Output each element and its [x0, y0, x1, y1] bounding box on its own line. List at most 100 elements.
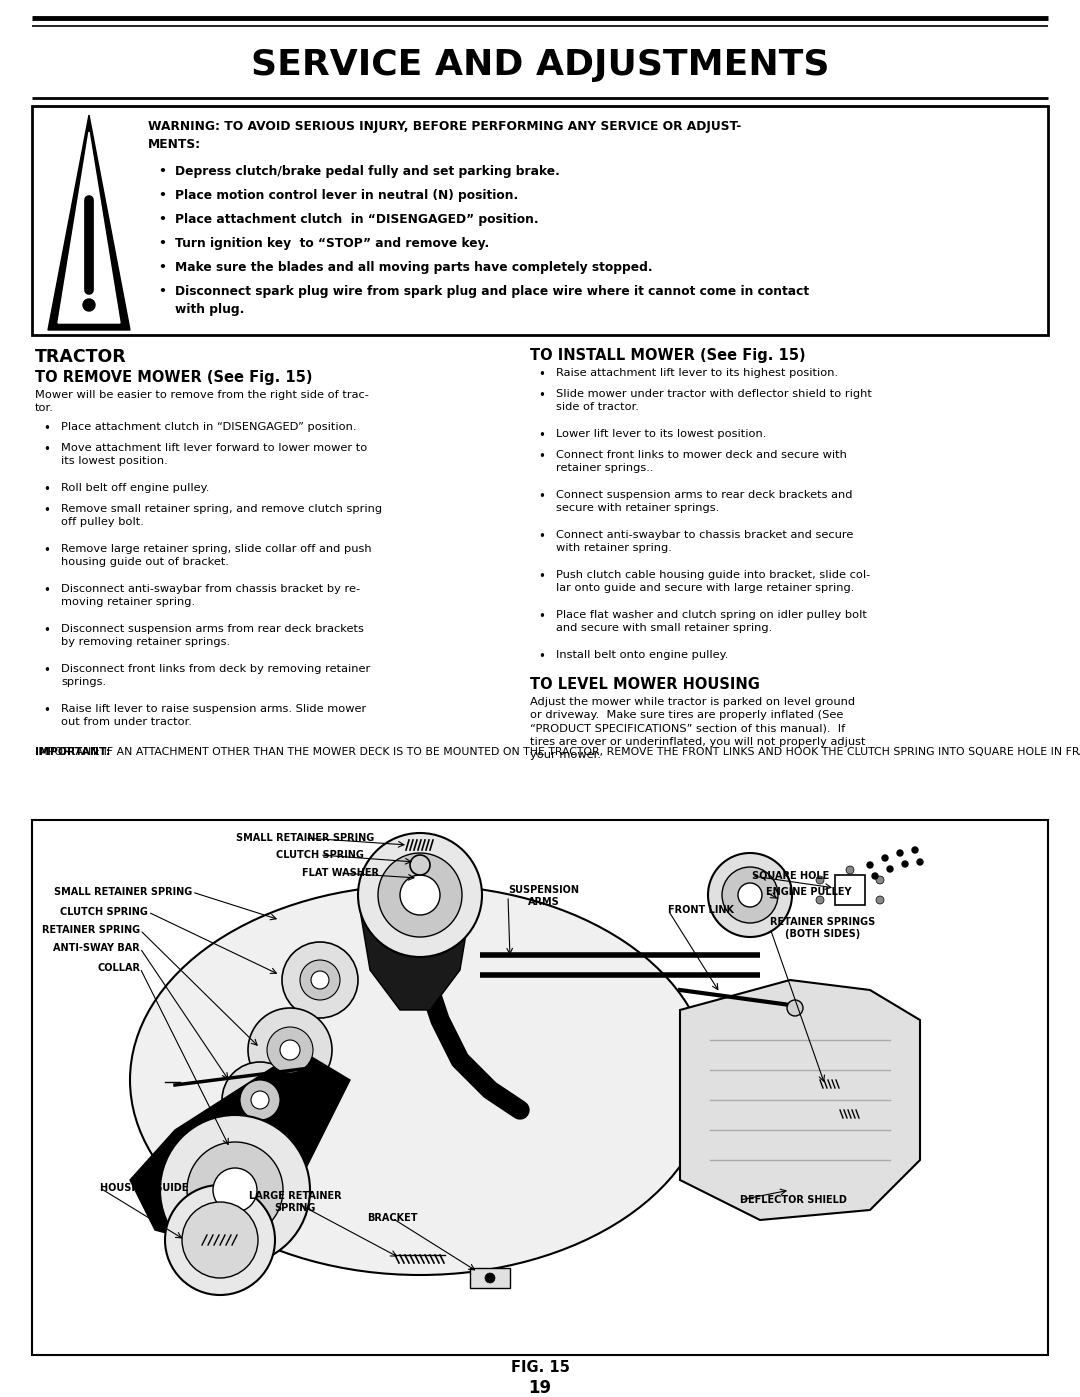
- Text: BRACKET: BRACKET: [367, 1213, 417, 1222]
- Circle shape: [240, 1080, 280, 1120]
- Text: FIG. 15: FIG. 15: [511, 1361, 569, 1376]
- Circle shape: [282, 942, 357, 1018]
- Circle shape: [723, 868, 778, 923]
- Text: •: •: [158, 237, 166, 250]
- Text: Make sure the blades and all moving parts have completely stopped.: Make sure the blades and all moving part…: [175, 261, 652, 274]
- Circle shape: [876, 876, 885, 884]
- Text: •: •: [538, 490, 545, 503]
- Text: Disconnect anti-swaybar from chassis bracket by re-
moving retainer spring.: Disconnect anti-swaybar from chassis bra…: [60, 584, 360, 606]
- FancyBboxPatch shape: [470, 1268, 510, 1288]
- Text: Turn ignition key  to “STOP” and remove key.: Turn ignition key to “STOP” and remove k…: [175, 237, 489, 250]
- Circle shape: [187, 1141, 283, 1238]
- Circle shape: [917, 859, 923, 865]
- Circle shape: [400, 875, 440, 915]
- Text: TO REMOVE MOWER (See Fig. 15): TO REMOVE MOWER (See Fig. 15): [35, 370, 312, 386]
- Text: Mower will be easier to remove from the right side of trac-
tor.: Mower will be easier to remove from the …: [35, 390, 369, 414]
- Circle shape: [867, 862, 873, 868]
- Text: ENGINE PULLEY: ENGINE PULLEY: [766, 887, 851, 897]
- Text: Remove large retainer spring, slide collar off and push
housing guide out of bra: Remove large retainer spring, slide coll…: [60, 543, 372, 567]
- Text: •: •: [538, 650, 545, 664]
- Text: •: •: [538, 388, 545, 402]
- Text: Depress clutch/brake pedal fully and set parking brake.: Depress clutch/brake pedal fully and set…: [175, 165, 559, 177]
- Circle shape: [300, 960, 340, 1000]
- Text: Install belt onto engine pulley.: Install belt onto engine pulley.: [556, 650, 728, 659]
- Text: •: •: [43, 704, 50, 717]
- Text: SQUARE HOLE: SQUARE HOLE: [752, 870, 829, 882]
- Text: Remove small retainer spring, and remove clutch spring
off pulley bolt.: Remove small retainer spring, and remove…: [60, 504, 382, 527]
- Text: FRONT LINK: FRONT LINK: [669, 905, 734, 915]
- Text: •: •: [158, 285, 166, 298]
- Text: •: •: [158, 212, 166, 226]
- Polygon shape: [130, 1051, 350, 1250]
- Text: Place attachment clutch in “DISENGAGED” position.: Place attachment clutch in “DISENGAGED” …: [60, 422, 356, 432]
- Text: Roll belt off engine pulley.: Roll belt off engine pulley.: [60, 483, 210, 493]
- Text: HOUSING GUIDE: HOUSING GUIDE: [100, 1183, 188, 1193]
- Circle shape: [165, 1185, 275, 1295]
- Text: Disconnect suspension arms from rear deck brackets
by removing retainer springs.: Disconnect suspension arms from rear dec…: [60, 624, 364, 647]
- Circle shape: [311, 971, 329, 989]
- Text: •: •: [538, 450, 545, 462]
- Text: IMPORTANT: IF AN ATTACHMENT OTHER THAN THE MOWER DECK IS TO BE MOUNTED ON THE TR: IMPORTANT: IF AN ATTACHMENT OTHER THAN T…: [35, 747, 1080, 757]
- Text: •: •: [43, 624, 50, 637]
- Text: Push clutch cable housing guide into bracket, slide col-
lar onto guide and secu: Push clutch cable housing guide into bra…: [556, 570, 870, 592]
- FancyBboxPatch shape: [32, 820, 1048, 1355]
- Text: •: •: [538, 610, 545, 623]
- Text: SMALL RETAINER SPRING: SMALL RETAINER SPRING: [54, 887, 192, 897]
- Circle shape: [183, 1201, 258, 1278]
- Circle shape: [816, 876, 824, 884]
- Circle shape: [280, 1039, 300, 1060]
- Circle shape: [410, 855, 430, 875]
- Circle shape: [738, 883, 762, 907]
- Text: Place flat washer and clutch spring on idler pulley bolt
and secure with small r: Place flat washer and clutch spring on i…: [556, 610, 867, 633]
- Circle shape: [485, 1273, 495, 1282]
- Text: TO INSTALL MOWER (See Fig. 15): TO INSTALL MOWER (See Fig. 15): [530, 348, 806, 363]
- Text: RETAINER SPRING: RETAINER SPRING: [42, 925, 140, 935]
- Circle shape: [83, 299, 95, 312]
- Text: Raise lift lever to raise suspension arms. Slide mower
out from under tractor.: Raise lift lever to raise suspension arm…: [60, 704, 366, 726]
- Text: SUSPENSION
ARMS: SUSPENSION ARMS: [508, 886, 579, 907]
- Text: WARNING: TO AVOID SERIOUS INJURY, BEFORE PERFORMING ANY SERVICE OR ADJUST-
MENTS: WARNING: TO AVOID SERIOUS INJURY, BEFORE…: [148, 120, 741, 151]
- Circle shape: [787, 1000, 804, 1016]
- Text: COLLAR: COLLAR: [97, 963, 140, 972]
- Text: •: •: [43, 443, 50, 455]
- Polygon shape: [58, 131, 120, 323]
- Text: Move attachment lift lever forward to lower mower to
its lowest position.: Move attachment lift lever forward to lo…: [60, 443, 367, 465]
- Circle shape: [876, 895, 885, 904]
- Text: Place attachment clutch  in “DISENGAGED” position.: Place attachment clutch in “DISENGAGED” …: [175, 212, 539, 226]
- Text: SERVICE AND ADJUSTMENTS: SERVICE AND ADJUSTMENTS: [251, 47, 829, 82]
- Text: Disconnect front links from deck by removing retainer
springs.: Disconnect front links from deck by remo…: [60, 664, 370, 687]
- Text: •: •: [538, 367, 545, 381]
- Text: TRACTOR: TRACTOR: [35, 348, 126, 366]
- Text: CLUTCH SPRING: CLUTCH SPRING: [60, 907, 148, 916]
- Text: Connect front links to mower deck and secure with
retainer springs..: Connect front links to mower deck and se…: [556, 450, 847, 472]
- Circle shape: [160, 1115, 310, 1266]
- Text: DEFLECTOR SHIELD: DEFLECTOR SHIELD: [740, 1194, 847, 1206]
- Text: Connect suspension arms to rear deck brackets and
secure with retainer springs.: Connect suspension arms to rear deck bra…: [556, 490, 852, 513]
- Text: RETAINER SPRINGS
(BOTH SIDES): RETAINER SPRINGS (BOTH SIDES): [770, 918, 875, 939]
- Text: IMPORTANT:: IMPORTANT:: [35, 747, 110, 757]
- Text: LARGE RETAINER
SPRING: LARGE RETAINER SPRING: [248, 1192, 341, 1213]
- Circle shape: [882, 855, 888, 861]
- Circle shape: [897, 849, 903, 856]
- Text: Disconnect spark plug wire from spark plug and place wire where it cannot come i: Disconnect spark plug wire from spark pl…: [175, 285, 809, 316]
- Text: Adjust the mower while tractor is parked on level ground
or driveway.  Make sure: Adjust the mower while tractor is parked…: [530, 697, 865, 760]
- Text: •: •: [538, 429, 545, 441]
- Circle shape: [357, 833, 482, 957]
- Circle shape: [248, 1009, 332, 1092]
- Polygon shape: [48, 115, 130, 330]
- FancyBboxPatch shape: [32, 106, 1048, 335]
- Circle shape: [251, 1091, 269, 1109]
- Text: ANTI-SWAY BAR: ANTI-SWAY BAR: [53, 943, 140, 953]
- Text: 19: 19: [528, 1379, 552, 1397]
- Text: FLAT WASHER: FLAT WASHER: [301, 868, 378, 877]
- Text: •: •: [43, 664, 50, 678]
- Ellipse shape: [130, 886, 710, 1275]
- FancyBboxPatch shape: [835, 875, 865, 905]
- Circle shape: [708, 854, 792, 937]
- Circle shape: [378, 854, 462, 937]
- Text: •: •: [538, 529, 545, 543]
- Text: •: •: [43, 504, 50, 517]
- Text: •: •: [158, 261, 166, 274]
- Text: SMALL RETAINER SPRING: SMALL RETAINER SPRING: [235, 833, 374, 842]
- Text: Place motion control lever in neutral (N) position.: Place motion control lever in neutral (N…: [175, 189, 518, 203]
